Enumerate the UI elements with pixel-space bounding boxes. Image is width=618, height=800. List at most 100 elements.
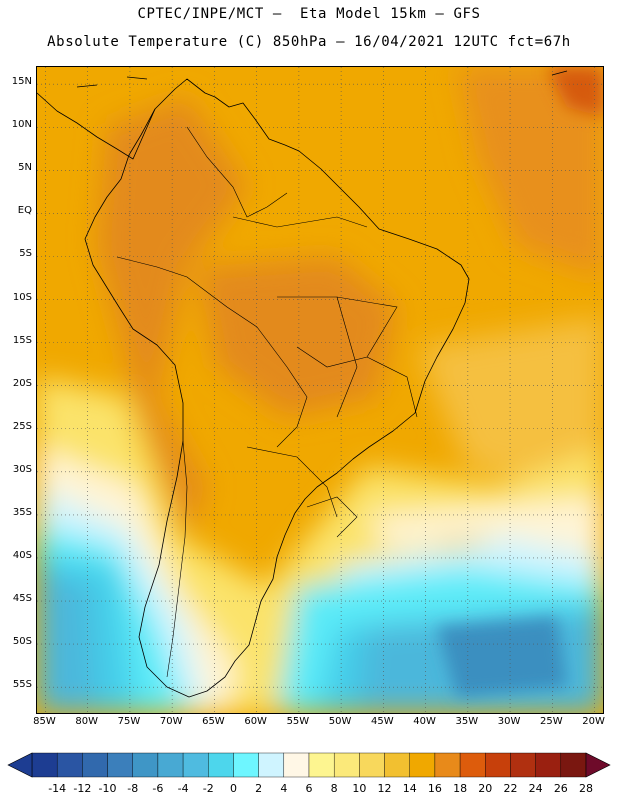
lon-tick-label: 55W (286, 716, 310, 727)
colorbar-cell (107, 752, 133, 778)
colorbar-cell (459, 752, 486, 778)
colorbar-label: 20 (478, 782, 493, 795)
colorbar-cell (208, 752, 234, 778)
colorbar-cell (409, 752, 436, 778)
colorbar-label: -8 (127, 782, 139, 795)
lon-tick-label: 75W (117, 716, 141, 727)
colorbar-cell (485, 752, 511, 778)
lat-tick-label: 55S (12, 679, 32, 691)
colorbar-label: 24 (528, 782, 543, 795)
colorbar-label: 14 (402, 782, 417, 795)
colorbar-cell (535, 752, 562, 778)
colorbar-cell (510, 752, 536, 778)
colorbar-label: 26 (553, 782, 568, 795)
border-argentina-chile (166, 440, 188, 678)
colorbar-cell (82, 752, 108, 778)
colorbar-cells (31, 752, 587, 778)
colorbar-label: -12 (73, 782, 92, 795)
lon-tick-label: 80W (75, 716, 98, 727)
lon-tick-label: 60W (244, 716, 267, 727)
field-zone-deep-blue (437, 617, 567, 697)
lon-tick-label: 45W (371, 716, 394, 727)
lat-tick-label: 5N (18, 162, 32, 174)
lat-tick-label: 50S (12, 636, 32, 648)
caribbean-islands (76, 70, 568, 88)
field-zone-pale-cyan (37, 487, 603, 713)
lat-tick-label: 45S (12, 593, 32, 605)
colorbar-label: 8 (330, 782, 338, 795)
lat-tick-label: 15N (11, 76, 32, 88)
colorbar-low-arrow (7, 752, 33, 778)
central-america-coastline (37, 92, 156, 160)
field-zone-north-atlantic (457, 67, 603, 277)
colorbar-label: 10 (352, 782, 367, 795)
colorbar-label: 22 (503, 782, 518, 795)
temperature-map (37, 67, 603, 713)
field-zone-caribbean-hot (547, 67, 603, 117)
colorbar-label: -6 (152, 782, 164, 795)
colorbar-cell (233, 752, 259, 778)
map-subtitle: Absolute Temperature (C) 850hPa – 16/04/… (47, 34, 571, 50)
lon-tick-label: 65W (202, 716, 225, 727)
south-america-coastline (84, 78, 470, 698)
colorbar-label: 6 (305, 782, 313, 795)
colorbar-cell (384, 752, 410, 778)
lat-tick-label: EQ (17, 205, 32, 217)
lat-tick-label: 35S (12, 506, 32, 518)
lon-tick-label: 40W (413, 716, 436, 727)
lon-tick-label: 50W (328, 716, 352, 727)
border-peru-brazil (116, 256, 258, 328)
colorbar-label: -4 (177, 782, 189, 795)
colorbar-cell (157, 752, 184, 778)
colorbar-cell (560, 752, 587, 778)
colorbar-label: 16 (427, 782, 442, 795)
colorbar-cell (359, 752, 385, 778)
border-uruguay (306, 496, 358, 538)
lat-tick-label: 25S (12, 420, 32, 432)
colorbar-label: -2 (202, 782, 214, 795)
colorbar (7, 752, 611, 778)
field-zone-andes (97, 97, 247, 537)
border-brazil-north (232, 216, 368, 228)
coastlines (37, 70, 568, 698)
lon-tick-label: 35W (455, 716, 479, 727)
colorbar-label: -10 (98, 782, 117, 795)
border-bolivia-brazil (256, 326, 308, 448)
lat-tick-label: 30S (12, 463, 32, 475)
lat-tick-label: 10N (11, 119, 32, 131)
colorbar-cell (31, 752, 58, 778)
lon-tick-label: 70W (159, 716, 183, 727)
colorbar-cell (182, 752, 209, 778)
colorbar-cell (132, 752, 159, 778)
lat-tick-label: 5S (19, 248, 32, 260)
map-title: CPTEC/INPE/MCT – Eta Model 15km – GFS (137, 6, 481, 22)
colorbar-label: -14 (48, 782, 67, 795)
colorbar-cell (333, 752, 360, 778)
lat-tick-label: 20S (12, 377, 32, 389)
colorbar-cell (434, 752, 461, 778)
colorbar-label: 2 (255, 782, 263, 795)
lat-tick-label: 40S (12, 549, 32, 561)
border-paraguay-argentina (246, 446, 338, 518)
colorbar-cell (308, 752, 335, 778)
colorbar-label: 12 (377, 782, 392, 795)
colorbar-cell (56, 752, 83, 778)
lon-tick-label: 20W (582, 716, 605, 727)
lon-tick-label: 25W (540, 716, 563, 727)
country-borders (116, 126, 418, 678)
field-zone-central-brazil (197, 257, 397, 417)
map-panel (36, 66, 604, 714)
colorbar-label: 4 (280, 782, 288, 795)
lat-tick-label: 15S (12, 334, 32, 346)
colorbar-cell (258, 752, 285, 778)
brazil-states (277, 296, 418, 418)
colorbar-label: 18 (453, 782, 468, 795)
lon-tick-label: 85W (33, 716, 56, 727)
lon-tick-label: 30W (497, 716, 521, 727)
colorbar-cell (283, 752, 310, 778)
colorbar-label: 0 (229, 782, 237, 795)
colorbar-high-arrow (585, 752, 611, 778)
lat-tick-label: 10S (12, 291, 32, 303)
colorbar-label: 28 (579, 782, 593, 795)
border-colombia-venezuela (186, 126, 288, 218)
